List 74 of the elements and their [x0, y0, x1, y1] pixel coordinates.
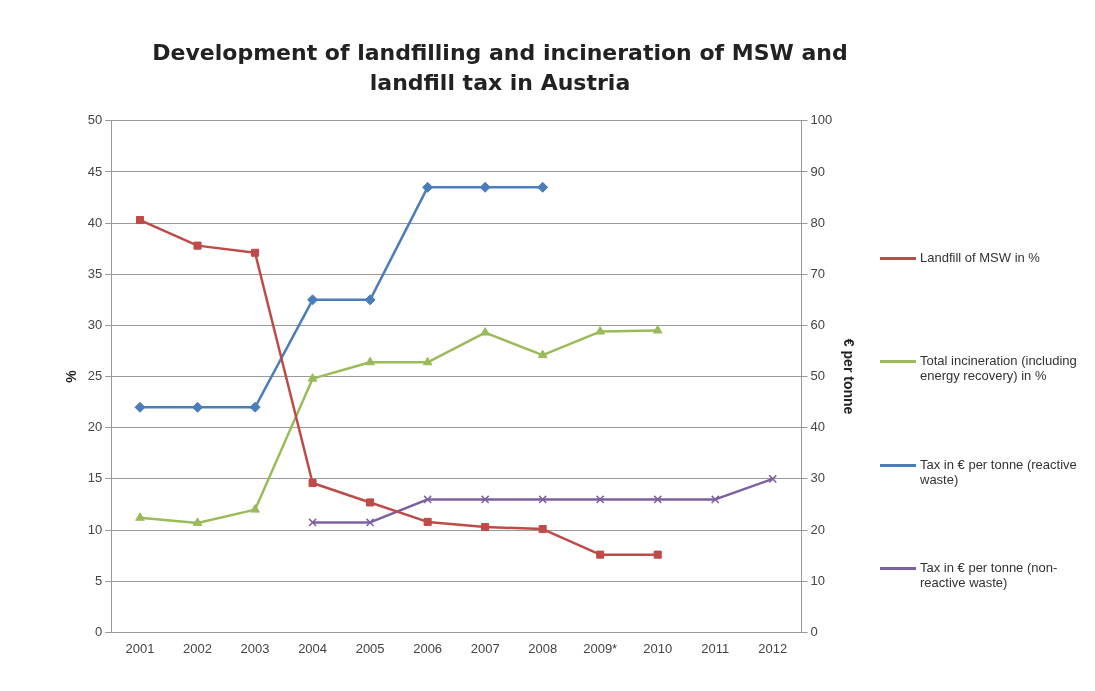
- y2-tick-label: 0: [810, 623, 818, 639]
- point: [365, 518, 375, 527]
- y2-tick-label: 80: [810, 214, 825, 230]
- point: [250, 504, 260, 513]
- point: [480, 327, 490, 336]
- y2-tick-label: 10: [810, 572, 825, 588]
- point: [135, 512, 145, 521]
- y-tick-label: 0: [95, 623, 103, 639]
- point: [653, 495, 662, 504]
- y-tick-label: 5: [95, 572, 103, 588]
- point: [308, 478, 317, 488]
- x-tick-label: 2002: [183, 640, 212, 656]
- x-tick-label: 2001: [125, 640, 155, 656]
- y2-tick-label: 30: [810, 470, 825, 486]
- chart-title: Development of landfilling and incineration of MSW and landfill tax in Austria: [151, 39, 849, 97]
- x-tick-label: 2004: [298, 640, 328, 656]
- x-tick-label: 2003: [240, 640, 270, 656]
- legend-label: Total incineration (including energy recovery) in %: [920, 353, 1078, 384]
- point: [365, 356, 375, 366]
- y2-tick-label: 60: [810, 317, 825, 333]
- x-tick-label: 2009*: [583, 640, 618, 656]
- point: [710, 495, 720, 504]
- x-tick-label: 2007: [470, 640, 500, 656]
- x-tick-label: 2010: [643, 640, 673, 656]
- y-tick-label: 45: [87, 163, 103, 179]
- point: [251, 248, 260, 257]
- x-tick-label: 2012: [758, 640, 788, 656]
- y2-tick-label: 40: [810, 419, 825, 435]
- point: [652, 325, 663, 334]
- legend-label: Tax in € per tonne (non-reactive waste): [920, 560, 1059, 590]
- point: [653, 550, 662, 559]
- point: [480, 495, 490, 504]
- point: [134, 401, 146, 413]
- point: [595, 495, 605, 504]
- y-tick-label: 15: [87, 470, 103, 486]
- point: [366, 498, 375, 507]
- x-tick-label: 2011: [701, 640, 730, 656]
- point: [768, 474, 778, 484]
- x-tick-label: 2006: [413, 640, 443, 656]
- point: [192, 517, 203, 526]
- y2-tick-label: 20: [810, 521, 825, 537]
- y-axis-title: %: [63, 369, 80, 383]
- point: [249, 401, 261, 413]
- point: [537, 181, 549, 193]
- y2-tick-label: 50: [810, 368, 825, 384]
- point: [193, 241, 202, 250]
- point: [423, 495, 432, 504]
- y2-axis-title: € per tonne: [840, 338, 857, 415]
- y2-tick-label: 70: [810, 265, 825, 281]
- point: [537, 349, 548, 359]
- point: [307, 373, 318, 382]
- legend-label: Tax in € per tonne (reactive waste): [920, 456, 1078, 487]
- point: [481, 522, 490, 532]
- y-tick-label: 40: [87, 214, 103, 230]
- point: [596, 550, 605, 559]
- y-tick-label: 35: [87, 265, 103, 281]
- point: [538, 525, 547, 534]
- x-tick-label: 2008: [528, 640, 558, 656]
- y-tick-label: 25: [87, 368, 103, 384]
- y2-tick-label: 90: [810, 163, 825, 179]
- legend-label: Landfill of MSW in %: [920, 250, 1041, 265]
- point: [595, 326, 606, 335]
- point: [538, 495, 547, 504]
- y-tick-label: 50: [87, 112, 103, 128]
- point: [422, 356, 433, 366]
- y-tick-label: 10: [87, 521, 103, 537]
- y2-tick-label: 100: [810, 112, 833, 128]
- point: [423, 517, 432, 526]
- point: [308, 518, 317, 527]
- x-tick-label: 2005: [355, 640, 385, 656]
- point: [135, 216, 145, 225]
- y-tick-label: 30: [87, 317, 103, 333]
- y-tick-label: 20: [87, 419, 103, 435]
- point: [479, 181, 491, 193]
